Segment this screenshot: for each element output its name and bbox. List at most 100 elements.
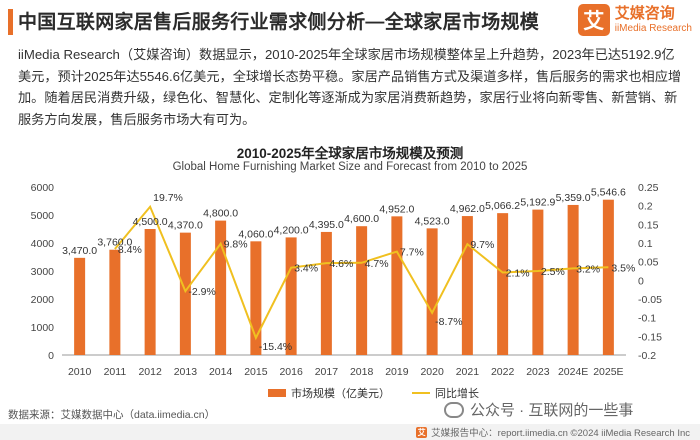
x-axis-tick-label: 2022 bbox=[491, 366, 515, 378]
left-axis-tick-label: 4000 bbox=[31, 238, 55, 250]
bar bbox=[461, 216, 473, 355]
bar bbox=[109, 249, 121, 355]
x-axis-tick-label: 2024E bbox=[558, 366, 588, 378]
growth-value-label: 7.7% bbox=[400, 247, 424, 259]
bar bbox=[602, 199, 614, 355]
bar-value-label: 5,546.6 bbox=[591, 187, 626, 199]
left-axis-tick-label: 5000 bbox=[31, 210, 55, 222]
growth-value-label: -8.7% bbox=[435, 316, 462, 328]
right-axis-tick-label: -0.1 bbox=[638, 313, 656, 325]
growth-value-label: -15.4% bbox=[259, 341, 292, 353]
right-axis-tick-label: 0.05 bbox=[638, 257, 659, 269]
growth-value-label: 9.8% bbox=[224, 239, 248, 251]
title-accent-bar bbox=[8, 9, 13, 35]
growth-value-label: 9.7% bbox=[470, 239, 494, 251]
x-axis-tick-label: 2025E bbox=[593, 366, 623, 378]
logo-name-en: iiMedia Research bbox=[614, 22, 692, 34]
bar-value-label: 4,395.0 bbox=[309, 219, 344, 231]
growth-value-label: 3.4% bbox=[294, 263, 318, 275]
chart-subtitle: Global Home Furnishing Market Size and F… bbox=[172, 161, 528, 173]
growth-value-label: 3.5% bbox=[611, 262, 635, 274]
wechat-icon bbox=[444, 401, 464, 418]
right-axis-tick-label: -0.05 bbox=[638, 294, 662, 306]
left-axis-tick-label: 6000 bbox=[31, 182, 55, 194]
x-axis-tick-label: 2021 bbox=[456, 366, 480, 378]
data-source: 数据来源：艾媒数据中心（data.iimedia.cn） bbox=[8, 409, 216, 421]
bar-value-label: 5,192.9 bbox=[520, 197, 555, 209]
growth-value-label: -2.9% bbox=[188, 286, 215, 298]
right-axis-tick-label: 0.2 bbox=[638, 201, 653, 213]
x-axis-tick-label: 2017 bbox=[315, 366, 339, 378]
logo-mark-icon: 艾 bbox=[577, 4, 610, 36]
watermark: 公众号 · 互联网的一些事 bbox=[444, 399, 633, 420]
growth-value-label: 2.5% bbox=[541, 266, 565, 278]
bar bbox=[285, 237, 297, 355]
bar-value-label: 4,060.0 bbox=[238, 228, 273, 240]
bar bbox=[250, 241, 262, 355]
bar bbox=[356, 226, 368, 355]
bar-value-label: 4,962.0 bbox=[450, 203, 485, 215]
x-axis-tick-label: 2010 bbox=[68, 366, 92, 378]
bar-value-label: 4,800.0 bbox=[203, 208, 238, 220]
legend-item-line: 同比增长 bbox=[412, 385, 479, 401]
right-axis-tick-label: -0.2 bbox=[638, 350, 656, 362]
bar-value-label: 3,760.0 bbox=[97, 237, 132, 249]
market-size-chart: 0 1000 2000 3000 4000 5000 6000 -0.2 -0.15 -0.1 -0… bbox=[31, 182, 662, 378]
x-axis-tick-label: 2015 bbox=[244, 366, 268, 378]
right-axis-tick-label: 0.25 bbox=[638, 182, 659, 194]
x-axis-tick-label: 2023 bbox=[526, 366, 550, 378]
bar bbox=[215, 220, 227, 355]
growth-line bbox=[114, 204, 609, 341]
left-axis-tick-label: 2000 bbox=[31, 294, 55, 306]
page-title: 中国互联网家居售后服务行业需求侧分析—全球家居市场规模 bbox=[18, 12, 540, 33]
left-axis-tick-label: 0 bbox=[48, 350, 54, 362]
legend-bar-label: 市场规模（亿美元） bbox=[291, 388, 390, 400]
bar-value-label: 4,200.0 bbox=[274, 224, 309, 236]
growth-value-label: 4.7% bbox=[365, 258, 389, 270]
x-axis-tick-label: 2012 bbox=[138, 366, 162, 378]
x-axis-tick-label: 2014 bbox=[209, 366, 233, 378]
legend-bar-swatch bbox=[268, 389, 286, 397]
right-axis-tick-label: -0.15 bbox=[638, 331, 662, 343]
bar bbox=[74, 257, 86, 355]
x-axis-tick-label: 2020 bbox=[420, 366, 444, 378]
growth-value-label: 2.1% bbox=[506, 267, 530, 279]
x-axis-tick-label: 2016 bbox=[279, 366, 303, 378]
bar-value-label: 4,370.0 bbox=[168, 220, 203, 232]
right-axis-tick-label: 0.1 bbox=[638, 238, 653, 250]
right-axis-tick-label: 0 bbox=[638, 275, 644, 287]
right-axis-tick-label: 0.15 bbox=[638, 219, 659, 231]
bar bbox=[144, 229, 156, 355]
bar bbox=[497, 213, 509, 355]
brand-logo: 艾 艾媒咨询 iiMedia Research bbox=[577, 4, 692, 36]
bar-value-label: 3,470.0 bbox=[62, 245, 97, 257]
legend-line-swatch bbox=[412, 392, 430, 394]
bar-value-label: 4,500.0 bbox=[133, 216, 168, 228]
left-axis-tick-label: 3000 bbox=[31, 266, 55, 278]
legend-item-bar: 市场规模（亿美元） bbox=[268, 385, 390, 401]
bar-value-label: 4,952.0 bbox=[379, 203, 414, 215]
growth-value-label: 3.2% bbox=[576, 263, 600, 275]
x-axis-tick-label: 2018 bbox=[350, 366, 374, 378]
growth-value-label: 4.6% bbox=[329, 258, 353, 270]
growth-value-label: 19.7% bbox=[153, 192, 183, 204]
legend-line-label: 同比增长 bbox=[435, 388, 479, 400]
footer-logo-icon: 艾 bbox=[416, 426, 428, 438]
bar bbox=[179, 232, 191, 355]
left-axis-tick-label: 1000 bbox=[31, 322, 55, 334]
logo-name-cn: 艾媒咨询 bbox=[614, 5, 675, 23]
growth-value-label: 8.4% bbox=[118, 244, 142, 256]
x-axis-tick-label: 2011 bbox=[104, 366, 127, 378]
chart-title: 2010-2025年全球家居市场规模及预测 bbox=[236, 146, 464, 161]
bar bbox=[391, 216, 403, 355]
chart-legend: 市场规模（亿美元） 同比增长 bbox=[268, 385, 479, 401]
description-text: iiMedia Research（艾媒咨询）数据显示，2010-2025年全球家… bbox=[18, 47, 682, 127]
bar bbox=[320, 231, 332, 355]
x-axis-tick-label: 2013 bbox=[174, 366, 198, 378]
footer-text: 艾媒报告中心：report.iimedia.cn ©2024 iiMedia R… bbox=[431, 428, 690, 439]
bar-value-label: 4,523.0 bbox=[415, 215, 450, 227]
bar bbox=[567, 204, 579, 355]
bar bbox=[532, 209, 544, 355]
watermark-text: 公众号 · 互联网的一些事 bbox=[470, 402, 634, 419]
bar-value-label: 5,066.2 bbox=[485, 200, 520, 212]
